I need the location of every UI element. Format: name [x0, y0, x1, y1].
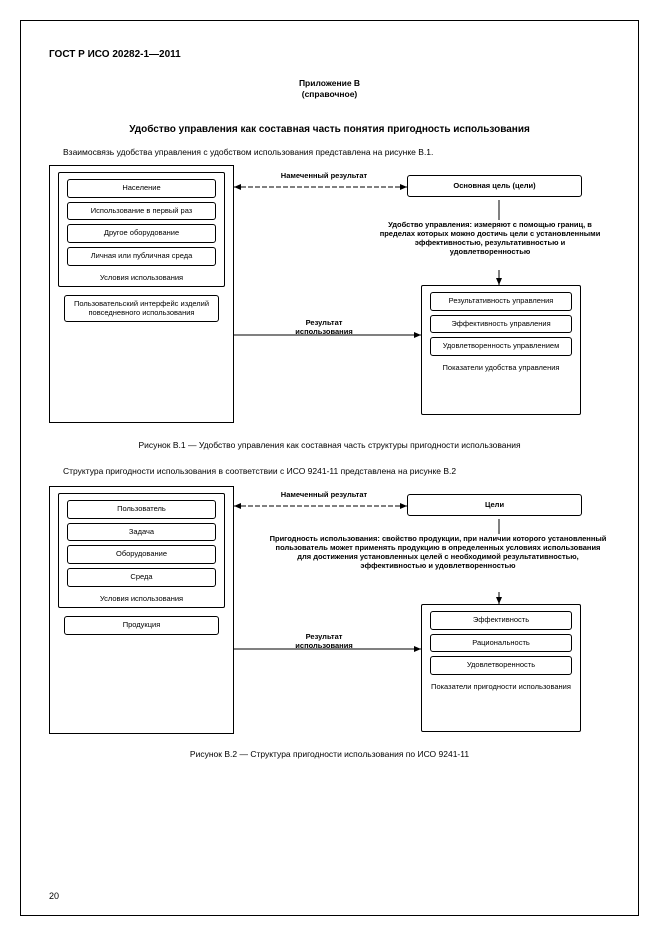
d1-box-environment: Личная или публичная среда	[67, 247, 216, 266]
d2-box-equipment: Оборудование	[67, 545, 216, 564]
d2-r-box2: Рациональность	[430, 634, 572, 653]
d1-right-label: Показатели удобства управления	[422, 360, 580, 377]
d2-left-label: Условия использования	[59, 591, 224, 608]
section-title: Удобство управления как составная часть …	[49, 124, 610, 135]
d1-right-top-box: Основная цель (цели)	[407, 175, 582, 197]
d2-right-label: Показатели пригодности использования	[422, 679, 580, 696]
d1-box-other-equip: Другое оборудование	[67, 224, 216, 243]
appendix-line2: (справочное)	[49, 89, 610, 100]
appendix-line1: Приложение В	[49, 78, 610, 89]
intro-text-2: Структура пригодности использования в со…	[49, 466, 610, 476]
caption-b2: Рисунок В.2 — Структура пригодности испо…	[49, 749, 610, 759]
d2-right-group: Эффективность Рациональность Удовлетворе…	[421, 604, 581, 732]
d1-left-upper: Население Использование в первый раз Дру…	[58, 172, 225, 287]
d2-box-user: Пользователь	[67, 500, 216, 519]
d2-r-box3: Удовлетворенность	[430, 656, 572, 675]
caption-b1: Рисунок В.1 — Удобство управления как со…	[49, 440, 610, 450]
d2-r-box1: Эффективность	[430, 611, 572, 630]
d2-right-top-box: Цели	[407, 494, 582, 516]
diagram-b1: Население Использование в первый раз Дру…	[49, 165, 609, 430]
content: ГОСТ Р ИСО 20282-1—2011 Приложение В (сп…	[21, 21, 638, 759]
diagram-b2: Пользователь Задача Оборудование Среда У…	[49, 484, 609, 739]
d1-mid-top-label: Намеченный результат	[279, 171, 369, 180]
d1-r-box1: Результативность управления	[430, 292, 572, 311]
d2-right-text: Пригодность использования: свойство прод…	[269, 534, 607, 570]
d2-left-upper: Пользователь Задача Оборудование Среда У…	[58, 493, 225, 608]
d2-left-outer: Пользователь Задача Оборудование Среда У…	[49, 486, 234, 734]
appendix-title: Приложение В (справочное)	[49, 78, 610, 100]
d1-right-group: Результативность управления Эффективност…	[421, 285, 581, 415]
page-frame: ГОСТ Р ИСО 20282-1—2011 Приложение В (сп…	[20, 20, 639, 916]
d1-mid-bottom-label: Результат использования	[279, 318, 369, 336]
d1-r-box2: Эффективность управления	[430, 315, 572, 334]
d1-bottom-box: Пользовательский интерфейс изделий повсе…	[64, 295, 219, 322]
d2-box-environment: Среда	[67, 568, 216, 587]
page-number: 20	[49, 891, 59, 901]
d2-mid-bottom-label: Результат использования	[279, 632, 369, 650]
d1-right-text: Удобство управления: измеряют с помощью …	[374, 220, 606, 256]
d1-left-label: Условия использования	[59, 270, 224, 287]
d1-r-box3: Удовлетворенность управлением	[430, 337, 572, 356]
d1-box-first-use: Использование в первый раз	[67, 202, 216, 221]
intro-text-1: Взаимосвязь удобства управления с удобст…	[49, 147, 610, 157]
d2-mid-top-label: Намеченный результат	[279, 490, 369, 499]
d1-left-outer: Население Использование в первый раз Дру…	[49, 165, 234, 423]
d1-box-population: Население	[67, 179, 216, 198]
d2-box-task: Задача	[67, 523, 216, 542]
d2-bottom-box: Продукция	[64, 616, 219, 635]
standard-header: ГОСТ Р ИСО 20282-1—2011	[49, 49, 610, 60]
